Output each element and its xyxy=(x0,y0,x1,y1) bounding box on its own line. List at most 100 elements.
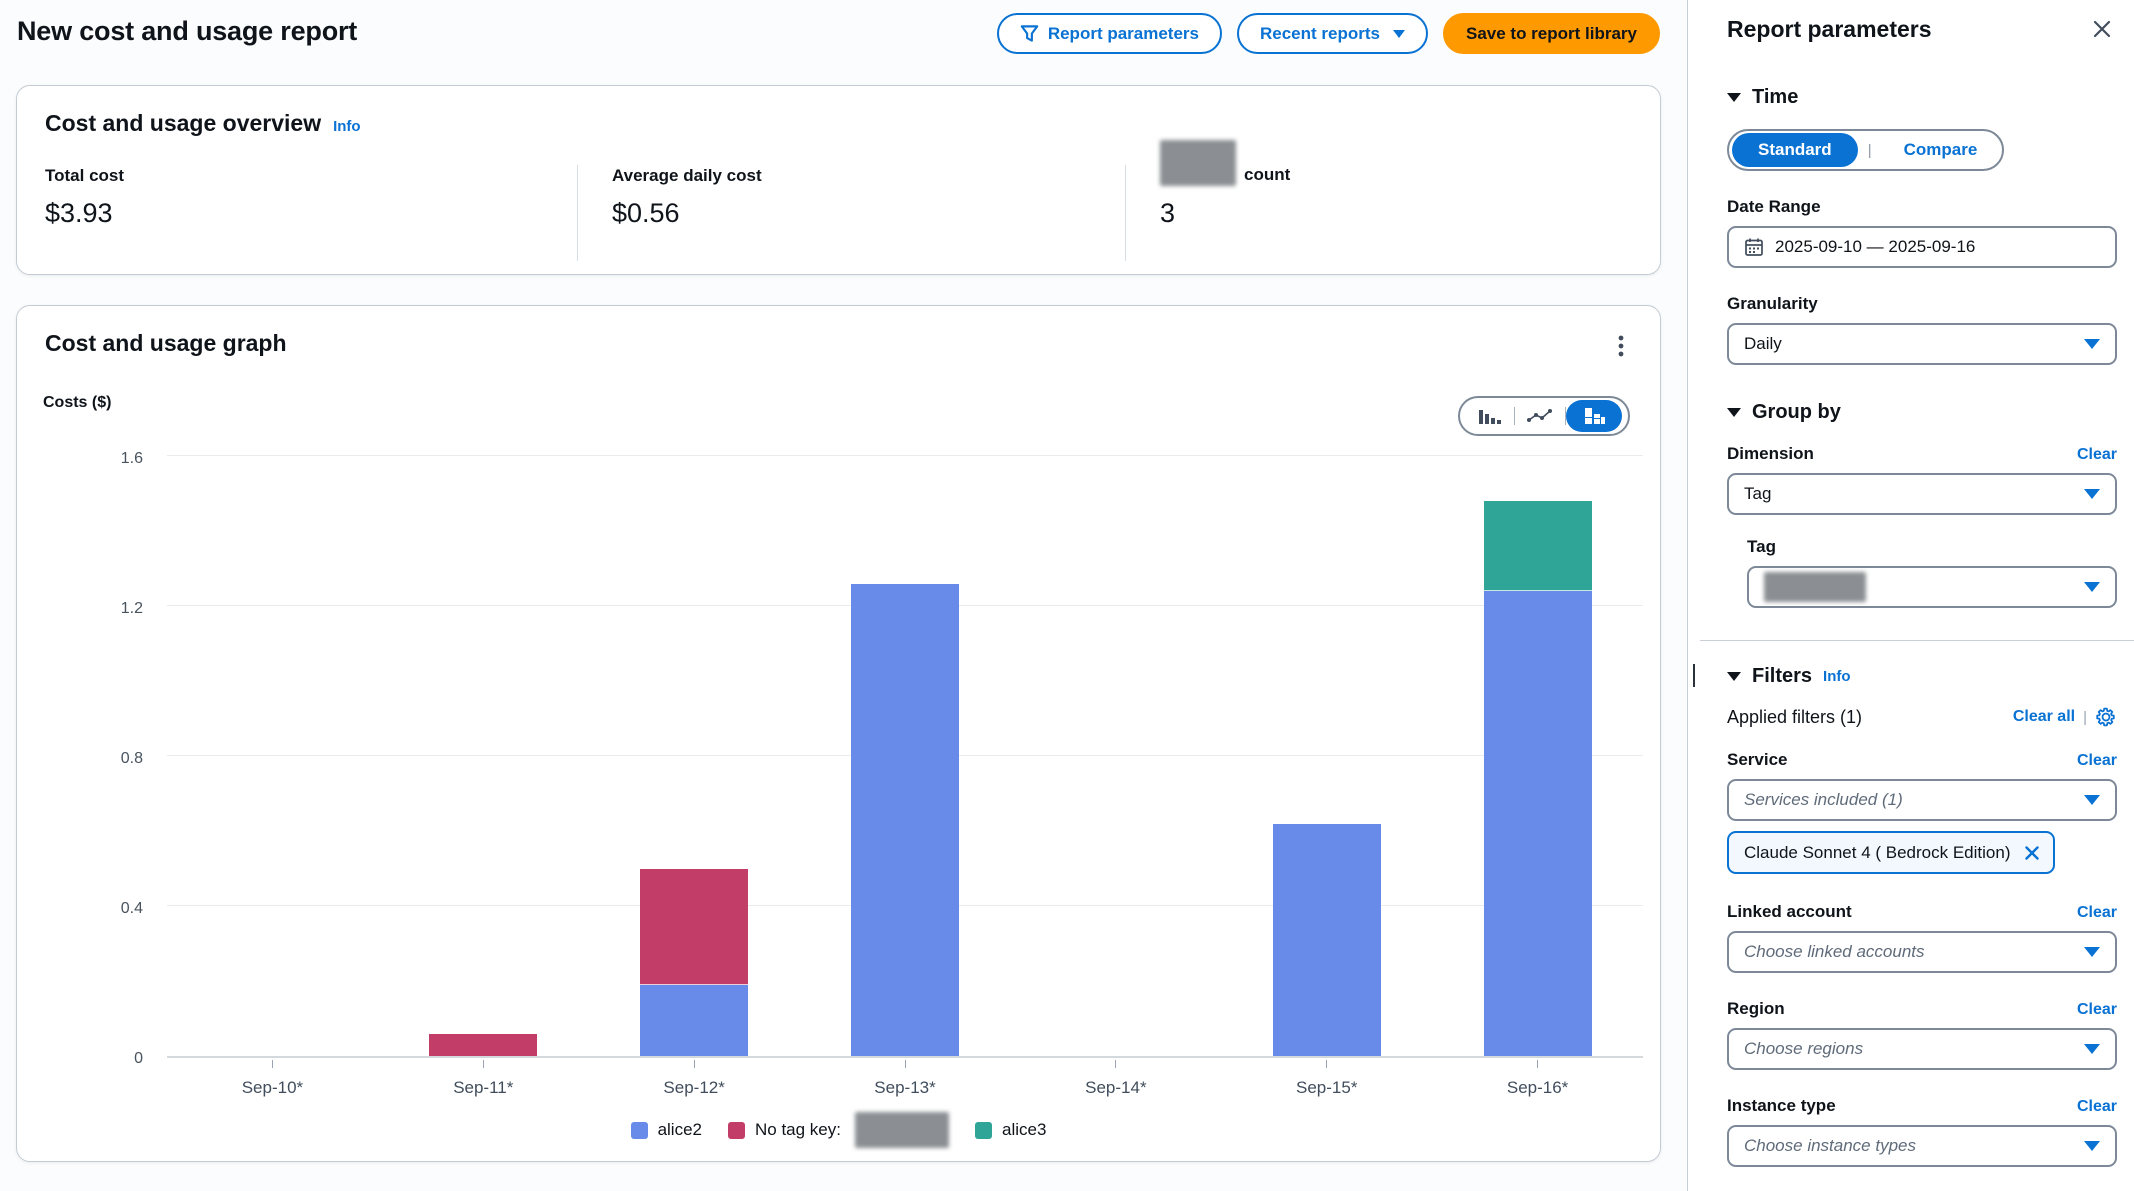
bar-column-sep-12 xyxy=(589,458,800,1056)
text-cursor-artifact xyxy=(1693,664,1695,687)
overview-info-link[interactable]: Info xyxy=(333,118,361,135)
time-section-header[interactable]: Time xyxy=(1727,86,2117,109)
chevron-down-icon xyxy=(1392,29,1405,38)
report-parameters-button[interactable]: Report parameters xyxy=(996,13,1222,54)
bar-segment-no-tag-key-redacted[interactable] xyxy=(640,868,749,985)
region-clear-link[interactable]: Clear xyxy=(2076,1001,2117,1018)
y-axis-labels: 0 0.4 0.8 1.2 1.6 xyxy=(43,450,143,1067)
graph-menu-button[interactable] xyxy=(1610,330,1632,362)
region-label: Region xyxy=(1727,999,1785,1018)
chevron-down-icon xyxy=(2084,489,2100,499)
legend-item-no-tag-key[interactable]: No tag key: xyxy=(728,1112,949,1148)
service-filter-select[interactable]: Services included (1) xyxy=(1727,779,2117,821)
instance-type-select[interactable]: Choose instance types xyxy=(1727,1125,2117,1167)
bar-column-sep-14 xyxy=(1010,458,1221,1056)
granularity-value: Daily xyxy=(1744,334,1782,353)
stacked-bar-chart-icon xyxy=(1582,406,1606,426)
close-icon xyxy=(2091,18,2113,40)
chip-label: Claude Sonnet 4 ( Bedrock Edition) xyxy=(1744,842,2011,862)
redacted-tag-value xyxy=(1764,572,1866,602)
recent-reports-button[interactable]: Recent reports xyxy=(1237,13,1428,54)
bar-column-sep-11 xyxy=(378,458,589,1056)
x-tick-sep-11: Sep-11* xyxy=(378,1060,589,1098)
linked-account-select[interactable]: Choose linked accounts xyxy=(1727,931,2117,973)
bar-segment-no-tag-key-redacted[interactable] xyxy=(429,1033,538,1056)
legend-item-alice3[interactable]: alice3 xyxy=(975,1120,1046,1140)
gridline xyxy=(167,455,1643,456)
kebab-menu-icon xyxy=(1618,334,1624,358)
chart-type-bar-button[interactable] xyxy=(1466,402,1514,430)
linked-account-label: Linked account xyxy=(1727,902,1852,921)
tick-mark xyxy=(271,1060,273,1068)
service-filter-label: Service xyxy=(1727,750,1788,769)
metric-divider xyxy=(577,165,578,261)
x-tick-label: Sep-16* xyxy=(1506,1078,1569,1097)
tag-select[interactable] xyxy=(1747,566,2117,608)
toggle-divider xyxy=(1565,407,1566,425)
divider: | xyxy=(2083,708,2087,726)
panel-divider xyxy=(1700,640,2134,641)
chart-type-line-button[interactable] xyxy=(1515,403,1565,429)
service-clear-link[interactable]: Clear xyxy=(2076,752,2117,769)
service-filter-chip: Claude Sonnet 4 ( Bedrock Edition) xyxy=(1727,831,2055,874)
region-placeholder: Choose regions xyxy=(1744,1039,1864,1058)
legend-item-alice2[interactable]: alice2 xyxy=(630,1120,702,1140)
group-by-section-header[interactable]: Group by xyxy=(1727,401,2117,424)
x-tick-label: Sep-10* xyxy=(241,1078,304,1097)
chevron-down-icon xyxy=(2084,1044,2100,1054)
save-label: Save to report library xyxy=(1465,23,1637,43)
granularity-select[interactable]: Daily xyxy=(1727,323,2117,365)
clear-all-link[interactable]: Clear all xyxy=(2012,708,2076,725)
linked-account-clear-link[interactable]: Clear xyxy=(2076,904,2117,921)
redacted-legend-value xyxy=(855,1112,949,1148)
chevron-down-icon xyxy=(2084,1141,2100,1151)
x-tick-sep-13: Sep-13* xyxy=(800,1060,1011,1098)
dimension-clear-link[interactable]: Clear xyxy=(2076,446,2117,463)
date-range-input[interactable]: 2025-09-10 — 2025-09-16 xyxy=(1727,226,2117,268)
x-tick-sep-15: Sep-15* xyxy=(1221,1060,1432,1098)
toggle-divider xyxy=(1514,407,1515,425)
save-to-report-library-button[interactable]: Save to report library xyxy=(1442,13,1660,54)
filters-info-link[interactable]: Info xyxy=(1823,668,1851,685)
dimension-select[interactable]: Tag xyxy=(1727,473,2117,515)
line-chart-icon xyxy=(1527,407,1553,425)
chart-plot-area xyxy=(167,455,1643,1058)
region-select[interactable]: Choose regions xyxy=(1727,1028,2117,1070)
bar-chart-icon xyxy=(1478,406,1502,426)
metric-divider xyxy=(1125,165,1126,261)
bar-segment-alice3[interactable] xyxy=(1483,501,1592,591)
granularity-label: Granularity xyxy=(1727,294,1818,313)
header-actions: Report parameters Recent reports Save to… xyxy=(996,13,1660,54)
time-section-label: Time xyxy=(1752,86,1799,108)
date-range-value: 2025-09-10 — 2025-09-16 xyxy=(1775,237,1976,256)
instance-type-clear-link[interactable]: Clear xyxy=(2076,1098,2117,1115)
graph-title: Cost and usage graph xyxy=(45,330,287,356)
y-tick-label: 0.8 xyxy=(120,750,143,767)
bar-segment-alice2[interactable] xyxy=(1483,591,1592,1056)
avg-daily-cost-value: $0.56 xyxy=(612,198,680,228)
chart-legend: alice2 No tag key: alice3 xyxy=(17,1112,1660,1148)
filter-settings-button[interactable] xyxy=(2095,706,2117,728)
filters-section-header[interactable]: Filters Info xyxy=(1727,665,2117,688)
time-mode-compare-button[interactable]: Compare xyxy=(1882,140,2000,160)
bar-segment-alice2[interactable] xyxy=(851,583,959,1056)
time-mode-standard-button[interactable]: Standard xyxy=(1732,133,1858,167)
panel-close-button[interactable] xyxy=(2087,14,2117,44)
y-tick-label: 1.6 xyxy=(120,450,143,467)
cost-usage-overview-card: Cost and usage overview Info Total cost … xyxy=(16,85,1661,275)
legend-swatch xyxy=(728,1121,745,1139)
tag-label: Tag xyxy=(1747,537,1776,556)
dimension-value: Tag xyxy=(1744,484,1772,503)
chip-remove-button[interactable] xyxy=(2023,844,2041,862)
legend-swatch xyxy=(975,1121,992,1139)
total-cost-metric: Total cost $3.93 xyxy=(45,165,577,229)
chevron-down-icon xyxy=(2084,947,2100,957)
bar-segment-alice2[interactable] xyxy=(1272,823,1381,1056)
bar-segment-alice2[interactable] xyxy=(640,984,749,1056)
chart-type-stacked-bar-button[interactable] xyxy=(1566,400,1622,432)
toggle-divider: | xyxy=(1867,141,1872,159)
x-tick-label: Sep-12* xyxy=(663,1078,725,1097)
time-mode-toggle: Standard | Compare xyxy=(1727,129,2005,171)
x-tick-label: Sep-13* xyxy=(874,1078,936,1097)
x-tick-sep-14: Sep-14* xyxy=(1010,1060,1221,1098)
